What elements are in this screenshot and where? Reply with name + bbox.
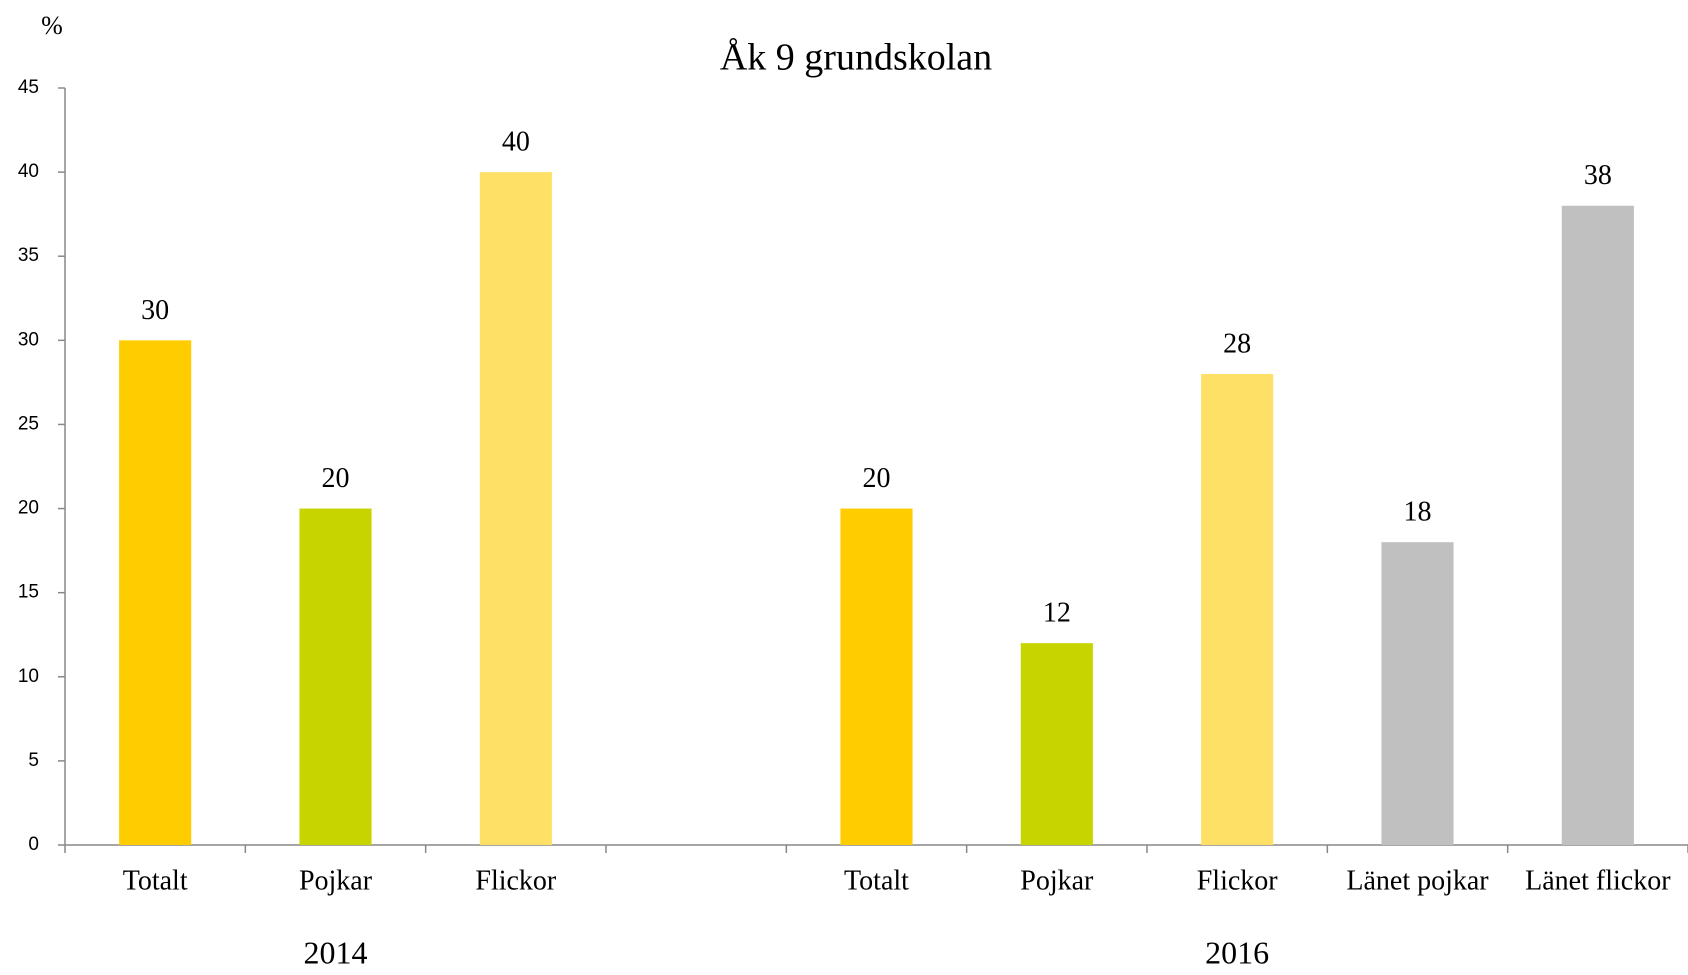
y-tick-label: 30: [18, 329, 39, 350]
value-label: 20: [863, 463, 891, 494]
y-tick-label: 15: [18, 582, 39, 603]
value-label: 18: [1404, 497, 1432, 528]
value-label: 40: [502, 127, 530, 158]
x-tick-label: Totalt: [844, 865, 909, 896]
bar: [840, 508, 913, 845]
y-axis-label: %: [41, 11, 63, 40]
x-tick-label: Totalt: [123, 865, 188, 896]
bar: [119, 340, 192, 845]
y-tick-label: 40: [18, 161, 39, 182]
bar: [479, 172, 552, 846]
chart-title: Åk 9 grundskolan: [720, 37, 992, 79]
y-tick-label: 5: [28, 750, 39, 771]
group-label: 2014: [304, 934, 368, 970]
x-tick-label: Pojkar: [1020, 865, 1094, 896]
value-label: 28: [1223, 328, 1251, 359]
value-label: 12: [1043, 598, 1071, 629]
value-label: 20: [322, 463, 350, 494]
y-tick-label: 25: [18, 413, 39, 434]
value-label: 30: [141, 295, 169, 326]
x-tick-label: Länet flickor: [1525, 865, 1671, 896]
bar: [1561, 205, 1634, 845]
bar: [1020, 643, 1093, 845]
y-tick-label: 45: [18, 77, 39, 98]
x-tick-label: Länet pojkar: [1346, 865, 1489, 896]
x-tick-label: Flickor: [1197, 865, 1279, 896]
x-tick-label: Pojkar: [299, 865, 373, 896]
y-tick-label: 35: [18, 245, 39, 266]
group-label: 2016: [1205, 934, 1269, 970]
bar: [1381, 542, 1454, 845]
y-tick-label: 0: [28, 834, 39, 855]
x-tick-label: Flickor: [475, 865, 557, 896]
y-tick-label: 10: [18, 666, 39, 687]
bar: [299, 508, 372, 845]
bar: [1201, 373, 1274, 845]
value-label: 38: [1584, 160, 1612, 191]
y-tick-label: 20: [18, 498, 39, 519]
